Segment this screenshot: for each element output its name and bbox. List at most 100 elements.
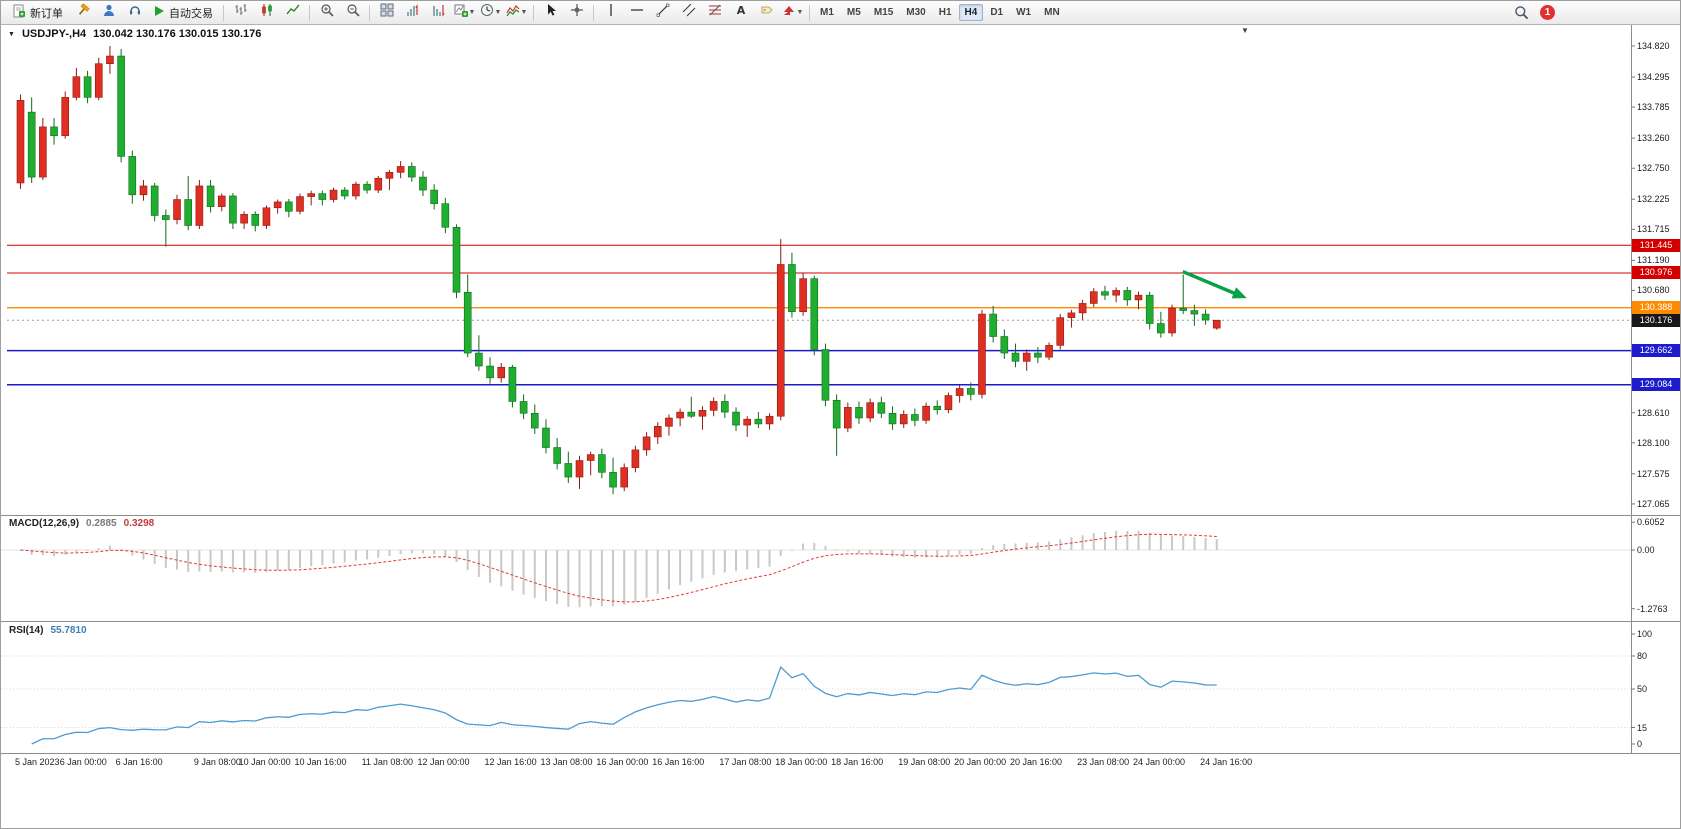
period-button[interactable]: ▼: [478, 2, 503, 23]
sort-ascending-button[interactable]: [400, 2, 425, 23]
candle: [486, 357, 494, 384]
macd-histogram-bar: [913, 550, 916, 558]
candle: [1067, 309, 1076, 328]
macd-histogram-bar: [600, 550, 603, 607]
arrows-tool[interactable]: ▼: [780, 2, 805, 23]
notification-badge[interactable]: 1: [1540, 5, 1555, 20]
chart-shift-marker[interactable]: ▼: [1241, 26, 1249, 35]
time-axis-label: 19 Jan 08:00: [898, 757, 951, 767]
candle: [307, 190, 315, 206]
price-badge-support: 129.662: [1632, 344, 1680, 358]
zoom-out-button[interactable]: [340, 2, 365, 23]
time-axis-label: 12 Jan 00:00: [417, 757, 470, 767]
bar-chart-button[interactable]: [228, 2, 253, 23]
timeframe-m5-button[interactable]: M5: [846, 7, 861, 18]
sort-descending-button[interactable]: [426, 2, 451, 23]
user-icon: [102, 3, 116, 22]
new-chart-button[interactable]: ▼: [452, 2, 477, 23]
candle: [363, 181, 371, 194]
macd-histogram-bar: [969, 550, 972, 554]
candle: [855, 401, 863, 424]
timeframe-m30-button[interactable]: M30: [906, 7, 926, 18]
macd-histogram-bar: [388, 550, 391, 556]
macd-histogram-bar: [220, 550, 223, 572]
macd-histogram-bar: [1003, 543, 1006, 550]
time-axis-label: 18 Jan 16:00: [831, 757, 884, 767]
chart-ohlc-readout: 130.042 130.176 130.015 130.176: [93, 28, 262, 40]
tile-windows-button[interactable]: [374, 2, 399, 23]
trend-arrow[interactable]: [1182, 269, 1247, 299]
macd-histogram-bar: [343, 550, 346, 563]
candlestick-chart-icon: [260, 3, 274, 22]
price-badge-resistance: 130.976: [1632, 266, 1680, 280]
candle: [1212, 319, 1221, 330]
macd-histogram-bar: [679, 550, 682, 586]
timeframe-m1-button[interactable]: M1: [820, 7, 834, 18]
timeframe-w1-button[interactable]: W1: [1016, 7, 1032, 18]
macd-histogram-bar: [511, 550, 514, 591]
candle: [1123, 286, 1132, 306]
time-axis-label: 12 Jan 16:00: [484, 757, 537, 767]
channel-tool[interactable]: [676, 2, 701, 23]
macd-histogram-bar: [321, 550, 324, 566]
zoom-in-button[interactable]: [314, 2, 339, 23]
macd-histogram-bar: [757, 550, 760, 569]
chart-dropdown-icon[interactable]: ▼: [8, 30, 15, 38]
macd-histogram-bar: [1092, 533, 1095, 550]
macd-histogram-bar: [276, 550, 279, 571]
indicators-button[interactable]: ▼: [504, 2, 529, 23]
macd-histogram-bar: [869, 550, 872, 555]
auto-trading-button[interactable]: 自动交易: [148, 2, 219, 23]
support-button[interactable]: [122, 2, 147, 23]
fibonacci-tool[interactable]: [702, 2, 727, 23]
candle: [776, 239, 785, 421]
timeframe-h4-button[interactable]: H4: [958, 4, 984, 21]
chevron-down-icon: ▼: [796, 9, 804, 16]
candle: [150, 182, 159, 222]
timeframe-h1-button[interactable]: H1: [938, 7, 952, 18]
macd-histogram-bar: [75, 550, 78, 552]
candle: [285, 198, 293, 218]
line-chart-button[interactable]: [280, 2, 305, 23]
new-chart-icon: [454, 3, 468, 22]
text-tool[interactable]: A: [728, 2, 753, 23]
toolbar-separator: [309, 4, 310, 21]
candle: [799, 272, 807, 316]
candle: [419, 171, 427, 196]
macd-histogram-bar: [421, 550, 424, 554]
price-tick: 133.785: [1637, 102, 1670, 113]
time-axis-label: 17 Jan 08:00: [719, 757, 772, 767]
candle: [229, 193, 237, 230]
vertical-line-tool[interactable]: [598, 2, 623, 23]
macd-histogram-bar: [1171, 535, 1174, 550]
crosshair-button[interactable]: [564, 2, 589, 23]
timeframe-d1-button[interactable]: D1: [990, 7, 1004, 18]
candlestick-chart-button[interactable]: [254, 2, 279, 23]
macd-histogram-bar: [410, 550, 413, 554]
chevron-down-icon: ▼: [468, 9, 476, 16]
account-button[interactable]: [96, 2, 121, 23]
trendline-tool[interactable]: [650, 2, 675, 23]
cursor-button[interactable]: [538, 2, 563, 23]
candle: [866, 398, 874, 423]
timeframe-mn-button[interactable]: MN: [1044, 7, 1060, 18]
macd-histogram-bar: [455, 550, 458, 563]
new-order-button[interactable]: 新订单: [6, 2, 69, 23]
time-axis-label: 20 Jan 16:00: [1010, 757, 1063, 767]
horizontal-line-tool[interactable]: [624, 2, 649, 23]
candle: [50, 118, 58, 145]
zoom-in-icon: [320, 3, 334, 22]
macd-histogram-bar: [802, 543, 805, 550]
candle: [497, 363, 506, 383]
one-click-trading-button[interactable]: [70, 2, 95, 23]
search-button[interactable]: [1509, 2, 1534, 23]
candle: [184, 175, 192, 231]
macd-histogram-bar: [97, 548, 100, 550]
time-axis-label: 16 Jan 00:00: [596, 757, 649, 767]
label-tool[interactable]: [754, 2, 779, 23]
macd-histogram-bar: [701, 550, 704, 579]
timeframe-m15-button[interactable]: M15: [873, 7, 894, 18]
candle: [665, 414, 673, 436]
candle: [598, 448, 606, 479]
